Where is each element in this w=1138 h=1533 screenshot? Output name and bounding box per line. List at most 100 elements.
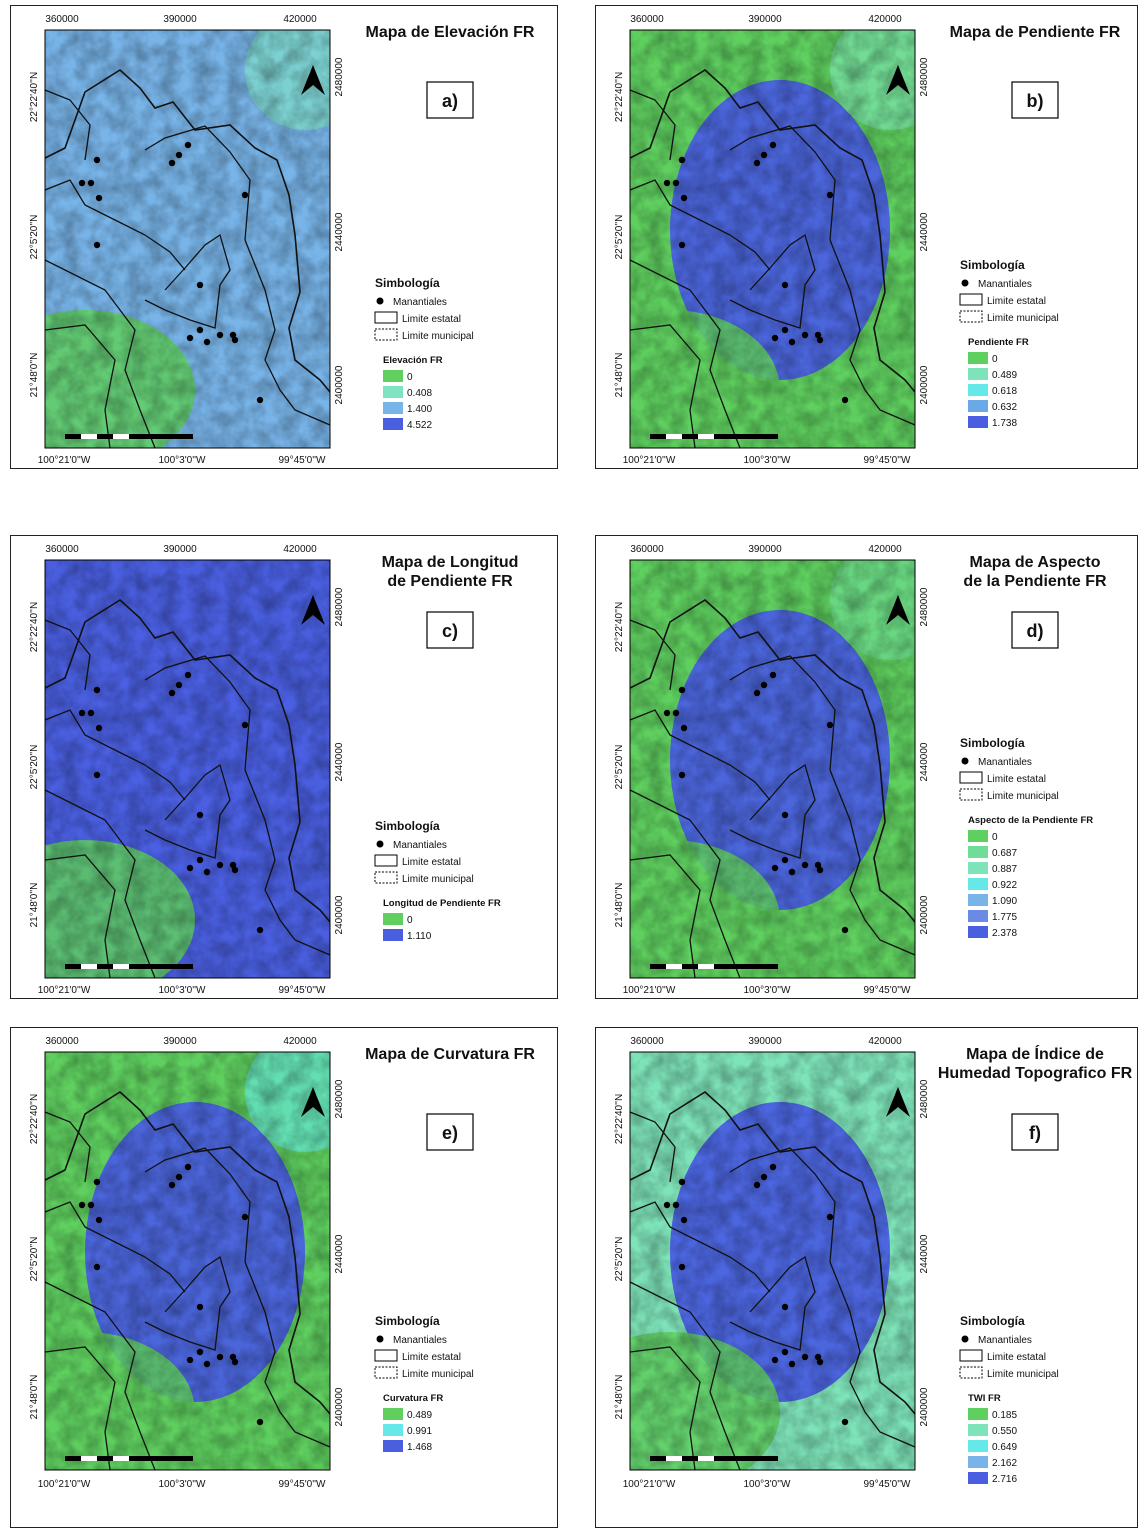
class-swatch [968,1456,988,1468]
map-texture [630,1052,915,1470]
spring [664,180,670,186]
bottom-coordinate: 100°3'0''W [159,985,207,996]
top-coordinate: 420000 [283,14,317,25]
spring [257,927,263,933]
spring [679,157,685,163]
spring [681,725,687,731]
spring [96,725,102,731]
right-coordinate: 2440000 [919,1234,930,1273]
left-coordinate: 22°5'20''N [29,1237,40,1282]
map-area [0,540,365,1000]
class-label: 0.649 [992,1442,1017,1453]
class-title: Elevación FR [383,355,443,366]
class-label: 4.522 [407,420,432,431]
legend-item: Manantiales [978,757,1032,768]
spring [185,672,191,678]
right-coordinate: 2480000 [334,587,345,626]
spring [94,1179,100,1185]
spring [817,337,823,343]
left-coordinate: 22°22'40''N [29,72,40,122]
bottom-coordinate: 100°3'0''W [744,985,792,996]
spring [782,1304,788,1310]
spring [772,865,778,871]
legend-item: Manantiales [393,840,447,851]
legend-item: Limite municipal [987,1369,1059,1380]
class-swatch [968,830,988,842]
scale-bar [666,434,682,439]
legend-item: Limite municipal [987,313,1059,324]
spring [94,157,100,163]
spring [802,1354,808,1360]
class-label: 0 [992,832,998,843]
spring [197,857,203,863]
map-title: Mapa de Longitud [382,554,519,571]
left-coordinate: 21°48'0''N [29,883,40,928]
bottom-coordinate: 100°21'0''W [38,455,91,466]
spring [761,682,767,688]
top-coordinate: 420000 [283,1036,317,1047]
map-texture [45,1052,330,1470]
spring [679,772,685,778]
spring [96,1217,102,1223]
class-title: Pendiente FR [968,337,1029,348]
spring [96,195,102,201]
top-coordinate: 390000 [163,14,197,25]
map-texture [630,560,915,978]
top-coordinate: 420000 [283,544,317,555]
spring [761,1174,767,1180]
panel-label: b) [1027,91,1044,111]
legend-symbol [960,1367,982,1378]
scale-bar [81,964,97,969]
class-label: 0.922 [992,880,1017,891]
spring [94,242,100,248]
class-label: 1.110 [407,931,432,942]
spring [88,710,94,716]
spring [204,1361,210,1367]
class-label: 0.408 [407,388,432,399]
spring [185,1164,191,1170]
spring [187,865,193,871]
spring [197,1304,203,1310]
legend-item: Limite estatal [987,296,1046,307]
spring [673,710,679,716]
bottom-coordinate: 100°21'0''W [623,455,676,466]
top-coordinate: 360000 [45,14,79,25]
bottom-coordinate: 100°21'0''W [38,1479,91,1490]
class-swatch [968,910,988,922]
spring [842,1419,848,1425]
legend-symbol [377,298,384,305]
class-title: Aspecto de la Pendiente FR [968,815,1093,826]
class-swatch [383,418,403,430]
top-coordinate: 390000 [748,1036,782,1047]
right-coordinate: 2480000 [919,587,930,626]
legend-symbol [375,872,397,883]
spring [242,1214,248,1220]
spring [169,160,175,166]
left-coordinate: 21°48'0''N [614,883,625,928]
legend-title: Simbología [960,258,1025,272]
top-coordinate: 390000 [748,544,782,555]
legend-symbol [962,1336,969,1343]
map-title: de Pendiente FR [387,573,513,590]
legend-symbol [377,1336,384,1343]
spring [79,1202,85,1208]
class-label: 1.468 [407,1442,432,1453]
spring [232,1359,238,1365]
top-coordinate: 360000 [630,1036,664,1047]
right-coordinate: 2480000 [919,57,930,96]
class-swatch [383,913,403,925]
class-swatch [968,368,988,380]
map-title: Humedad Topografico FR [938,1065,1133,1082]
spring [681,195,687,201]
spring [681,1217,687,1223]
class-swatch [383,929,403,941]
spring [782,327,788,333]
legend-item: Limite estatal [987,1352,1046,1363]
right-coordinate: 2400000 [919,365,930,404]
class-swatch [968,384,988,396]
panel-label: c) [442,621,458,641]
class-label: 2.716 [992,1474,1017,1485]
bottom-coordinate: 100°21'0''W [623,1479,676,1490]
